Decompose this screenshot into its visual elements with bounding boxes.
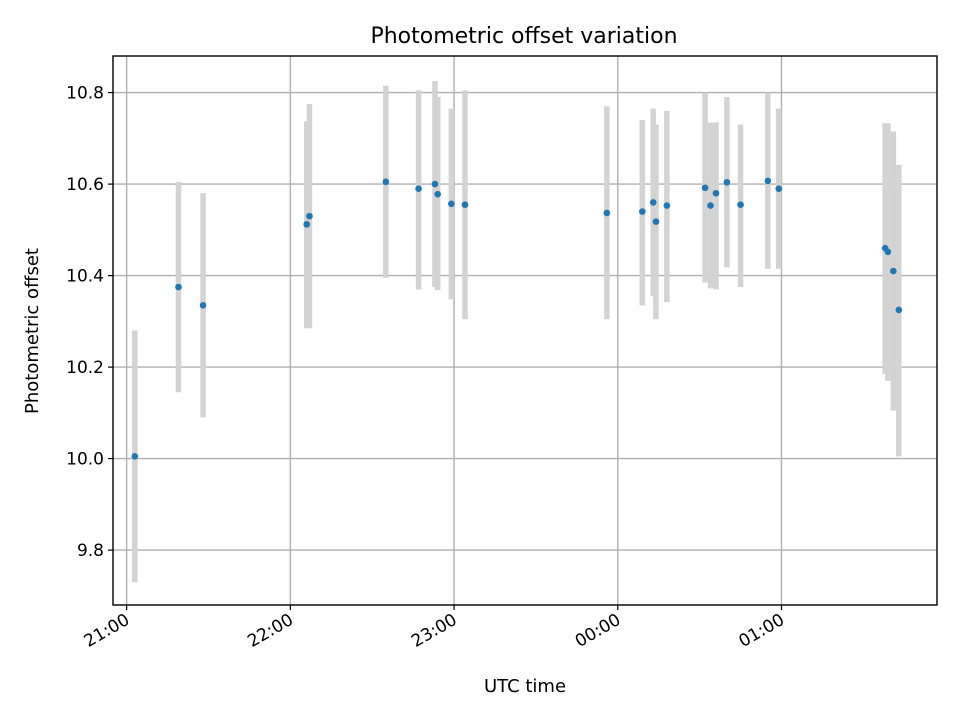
data-point — [461, 201, 469, 208]
data-point — [175, 283, 182, 291]
data-point — [775, 185, 783, 192]
data-point — [649, 199, 657, 206]
data-point — [737, 201, 744, 208]
y-tick-label: 10.8 — [66, 84, 104, 104]
y-axis-label: Photometric offset — [22, 248, 43, 414]
data-point — [712, 189, 720, 197]
y-tick-label: 10.6 — [66, 175, 104, 195]
data-point — [890, 267, 897, 275]
data-point — [382, 178, 390, 186]
data-point — [663, 202, 671, 209]
plot-frame — [112, 55, 938, 606]
chart-title: Photometric offset variation — [370, 24, 677, 49]
error-bars — [132, 81, 902, 583]
x-axis-label: UTC time — [484, 676, 566, 697]
x-tick-label: 01:00 — [736, 610, 788, 652]
data-point — [639, 208, 646, 215]
data-point — [131, 453, 139, 460]
grid — [113, 56, 937, 605]
x-tick-label: 22:00 — [244, 610, 296, 652]
data-point — [764, 177, 772, 185]
y-tick-label: 10.0 — [66, 450, 104, 470]
data-points — [131, 177, 903, 460]
y-tick-label: 9.8 — [77, 541, 104, 561]
x-tick-label: 23:00 — [408, 610, 460, 652]
data-point — [306, 212, 313, 220]
data-point — [303, 221, 311, 228]
y-tick-label: 10.4 — [66, 267, 104, 287]
data-point — [652, 218, 660, 225]
data-point — [415, 185, 422, 192]
data-point — [895, 306, 903, 314]
data-point — [603, 209, 611, 217]
data-point — [707, 202, 714, 209]
data-point — [434, 190, 441, 198]
y-tick-label: 10.2 — [66, 358, 104, 378]
data-point — [701, 184, 709, 192]
data-point — [884, 248, 892, 256]
data-point — [431, 180, 439, 188]
data-point — [723, 178, 731, 186]
data-point — [448, 200, 455, 208]
x-tick-label: 00:00 — [572, 610, 624, 652]
data-point — [199, 302, 207, 309]
x-tick-label: 21:00 — [81, 610, 133, 652]
